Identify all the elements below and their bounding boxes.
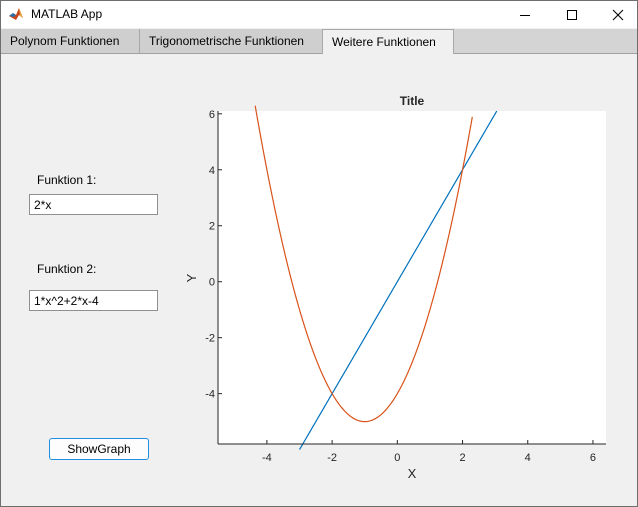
y-tick-label: -4: [205, 389, 215, 401]
maximize-icon: [567, 9, 577, 20]
y-tick-label: 2: [209, 221, 215, 233]
minimize-icon: [520, 14, 530, 16]
x-tick-label: -4: [262, 452, 272, 464]
plot-area: [218, 111, 606, 444]
tab-weitere-funktionen[interactable]: Weitere Funktionen: [322, 29, 454, 54]
y-tick-label: 0: [209, 277, 215, 289]
tab-polynom-funktionen[interactable]: Polynom Funktionen: [1, 29, 140, 53]
plot-lines: [254, 105, 498, 450]
chart-title: Title: [400, 94, 425, 108]
window-title: MATLAB App: [31, 7, 103, 21]
x-tick-label: 4: [525, 452, 531, 464]
x-ticks: -4 -2 0 2 4 6: [262, 440, 596, 464]
y-ticks: -4 -2 0 2 4 6: [205, 109, 222, 401]
tab-bar: Polynom Funktionen Trigonometrische Funk…: [1, 29, 637, 54]
x-tick-label: 6: [590, 452, 596, 464]
y-tick-label: -2: [205, 333, 215, 345]
funktion2-label: Funktion 2:: [37, 262, 97, 276]
close-icon: [612, 9, 624, 20]
x-axis-label: X: [408, 466, 417, 481]
y-tick-label: 6: [209, 109, 215, 121]
funktion1-label: Funktion 1:: [37, 173, 97, 187]
maximize-button[interactable]: [549, 1, 595, 28]
matlab-logo-icon: [8, 6, 24, 22]
funktion2-input[interactable]: [29, 290, 158, 311]
tab-trigonometrische-funktionen[interactable]: Trigonometrische Funktionen: [140, 29, 323, 53]
title-bar: MATLAB App: [1, 1, 637, 28]
x-tick-label: 0: [394, 452, 400, 464]
series-line-2: [254, 105, 473, 423]
show-graph-button[interactable]: ShowGraph: [49, 438, 149, 460]
x-tick-label: -2: [327, 452, 337, 464]
minimize-button[interactable]: [502, 1, 548, 28]
axes-frame: [217, 111, 606, 445]
funktion1-input[interactable]: [29, 194, 158, 215]
x-tick-label: 2: [459, 452, 465, 464]
y-tick-label: 4: [209, 165, 215, 177]
y-axis-label: Y: [184, 273, 199, 282]
close-button[interactable]: [595, 1, 637, 28]
